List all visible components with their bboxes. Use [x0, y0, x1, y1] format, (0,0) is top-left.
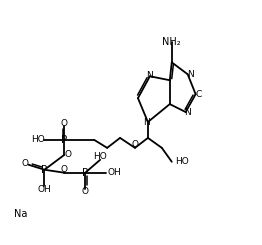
Text: OH: OH — [38, 185, 51, 194]
Text: N: N — [184, 108, 191, 117]
Text: N: N — [187, 70, 194, 79]
Text: HO: HO — [93, 152, 107, 161]
Text: HO: HO — [31, 135, 44, 144]
Text: P: P — [41, 165, 48, 175]
Text: N: N — [144, 118, 150, 126]
Text: O: O — [132, 140, 139, 149]
Text: OH: OH — [107, 168, 121, 177]
Text: NH₂: NH₂ — [162, 37, 181, 48]
Text: O: O — [61, 120, 68, 128]
Text: O: O — [61, 165, 68, 174]
Text: HO: HO — [175, 157, 189, 166]
Text: O: O — [65, 150, 72, 159]
Text: N: N — [146, 71, 153, 80]
Text: O: O — [82, 187, 89, 196]
Text: C: C — [195, 90, 202, 99]
Text: Na: Na — [14, 209, 27, 220]
Text: P: P — [82, 168, 88, 178]
Text: O: O — [21, 159, 28, 168]
Text: P: P — [61, 135, 68, 145]
